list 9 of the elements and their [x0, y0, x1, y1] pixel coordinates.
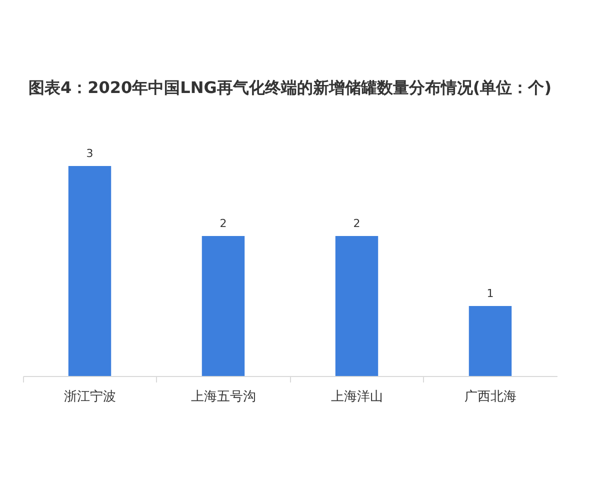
data-label: 2 [220, 217, 227, 230]
x-tick-label: 上海五号沟 [190, 390, 256, 404]
x-tick-label: 广西北海 [464, 390, 516, 404]
data-label: 2 [353, 217, 360, 230]
chart-title: 图表4：2020年中国LNG再气化终端的新增储罐数量分布情况(单位：个) [28, 78, 552, 97]
x-tick-label: 上海洋山 [330, 390, 383, 404]
data-label: 3 [86, 147, 94, 160]
data-label: 1 [486, 287, 494, 300]
x-tick-label: 浙江宁波 [64, 388, 116, 404]
